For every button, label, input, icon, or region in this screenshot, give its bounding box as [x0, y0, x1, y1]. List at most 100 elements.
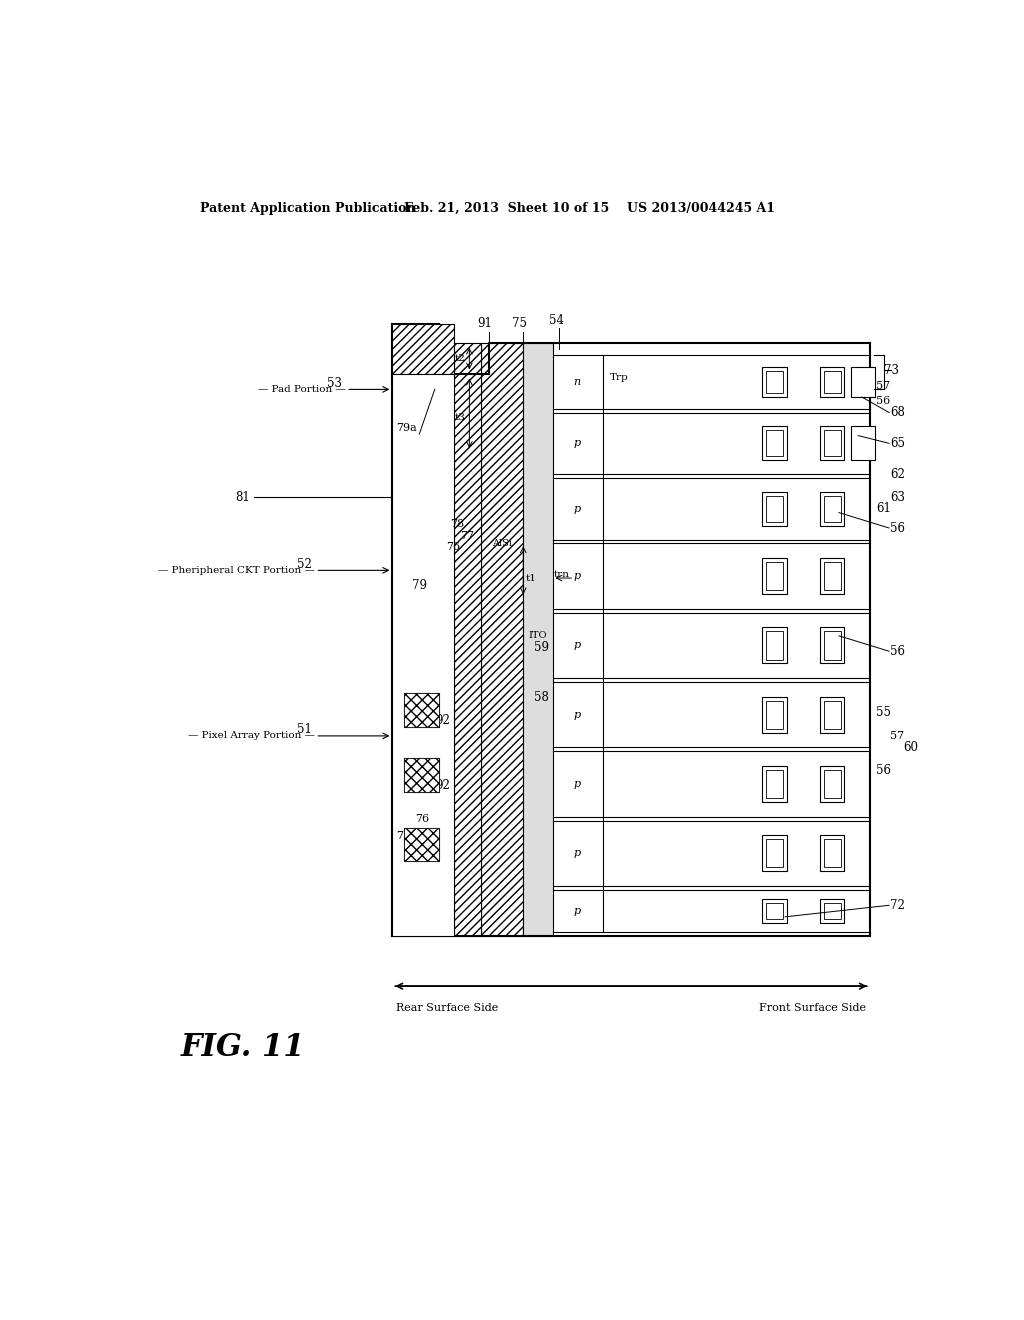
Bar	[403, 758, 438, 792]
Text: Feb. 21, 2013  Sheet 10 of 15: Feb. 21, 2013 Sheet 10 of 15	[403, 202, 609, 215]
Text: Rear Surface Side: Rear Surface Side	[396, 1003, 499, 1012]
Text: 57: 57	[876, 380, 890, 391]
Text: 56: 56	[890, 644, 905, 657]
Text: p: p	[573, 504, 581, 513]
Text: 63: 63	[890, 491, 905, 504]
Bar	[403, 693, 438, 726]
Text: 59: 59	[534, 640, 549, 653]
Text: n: n	[573, 376, 581, 387]
Text: p: p	[573, 640, 581, 651]
Bar	[766, 631, 782, 660]
Text: — Pheripheral CKT Portion —: — Pheripheral CKT Portion —	[159, 566, 315, 574]
Text: 56: 56	[890, 521, 905, 535]
Bar	[762, 697, 786, 733]
Text: — Pad Portion —: — Pad Portion —	[258, 385, 346, 393]
Text: 60: 60	[903, 741, 918, 754]
Text: 92: 92	[435, 779, 451, 792]
Bar	[819, 558, 845, 594]
Bar	[766, 701, 782, 729]
Bar	[403, 758, 438, 792]
Text: p: p	[573, 779, 581, 789]
Text: 51: 51	[297, 723, 311, 737]
Bar	[823, 903, 841, 919]
Text: 57: 57	[890, 731, 904, 741]
Text: AlSi: AlSi	[492, 539, 512, 548]
Text: 76: 76	[446, 543, 461, 552]
Bar	[762, 836, 786, 871]
Bar	[762, 558, 786, 594]
Bar	[481, 343, 523, 936]
Text: p: p	[573, 906, 581, 916]
Text: 79a: 79a	[396, 422, 417, 433]
Text: 58: 58	[534, 690, 549, 704]
Bar	[819, 697, 845, 733]
Text: t1: t1	[525, 574, 537, 582]
Text: 77: 77	[460, 531, 474, 541]
Bar	[819, 899, 845, 923]
Bar	[454, 343, 481, 936]
Bar	[766, 562, 782, 590]
Text: 53: 53	[328, 376, 342, 389]
Bar	[819, 367, 845, 396]
Text: 56: 56	[876, 764, 891, 777]
Bar	[766, 430, 782, 457]
Text: — Pixel Array Portion —: — Pixel Array Portion —	[188, 731, 315, 741]
Text: p: p	[573, 710, 581, 719]
Bar	[823, 840, 841, 867]
Text: 92: 92	[435, 714, 451, 727]
Bar	[403, 828, 438, 862]
Text: Trp: Trp	[610, 374, 629, 383]
Text: 75: 75	[512, 317, 527, 330]
Text: 76: 76	[416, 814, 430, 824]
Text: 68: 68	[890, 407, 904, 418]
Text: 91: 91	[477, 317, 493, 330]
Text: t2: t2	[455, 354, 466, 363]
Text: 73: 73	[884, 363, 899, 376]
Text: p: p	[573, 438, 581, 449]
Bar	[762, 492, 786, 525]
Bar	[766, 903, 782, 919]
Bar	[851, 426, 876, 461]
Bar	[553, 343, 869, 936]
Bar	[766, 496, 782, 521]
Bar	[392, 374, 454, 936]
Bar	[823, 430, 841, 457]
Text: ITO: ITO	[528, 631, 547, 640]
Bar	[766, 840, 782, 867]
Text: 77a: 77a	[396, 832, 417, 841]
Bar	[766, 770, 782, 799]
Text: 62: 62	[890, 467, 904, 480]
Text: 81: 81	[236, 491, 250, 504]
Bar	[819, 426, 845, 461]
Bar	[823, 770, 841, 799]
Text: 55: 55	[876, 706, 891, 719]
Bar	[762, 426, 786, 461]
Text: 61: 61	[876, 502, 891, 515]
Bar	[823, 631, 841, 660]
Bar	[823, 371, 841, 392]
Text: 79: 79	[412, 579, 427, 593]
Text: Front Surface Side: Front Surface Side	[759, 1003, 866, 1012]
Text: p: p	[573, 572, 581, 581]
Bar	[823, 562, 841, 590]
Text: 65: 65	[890, 437, 905, 450]
Bar	[523, 343, 553, 936]
Bar	[851, 367, 876, 396]
Bar	[403, 828, 438, 862]
Text: trn: trn	[554, 570, 570, 578]
Text: 54: 54	[549, 314, 564, 326]
Text: Patent Application Publication: Patent Application Publication	[200, 202, 416, 215]
Bar	[392, 323, 454, 374]
Bar	[819, 836, 845, 871]
Bar	[819, 492, 845, 525]
Bar	[762, 899, 786, 923]
Bar	[819, 766, 845, 803]
Bar	[762, 766, 786, 803]
Text: US 2013/0044245 A1: US 2013/0044245 A1	[628, 202, 775, 215]
Text: p: p	[573, 849, 581, 858]
Text: FIG. 11: FIG. 11	[180, 1032, 305, 1063]
Bar	[403, 693, 438, 726]
Bar	[823, 496, 841, 521]
Bar	[819, 627, 845, 664]
Bar	[762, 627, 786, 664]
